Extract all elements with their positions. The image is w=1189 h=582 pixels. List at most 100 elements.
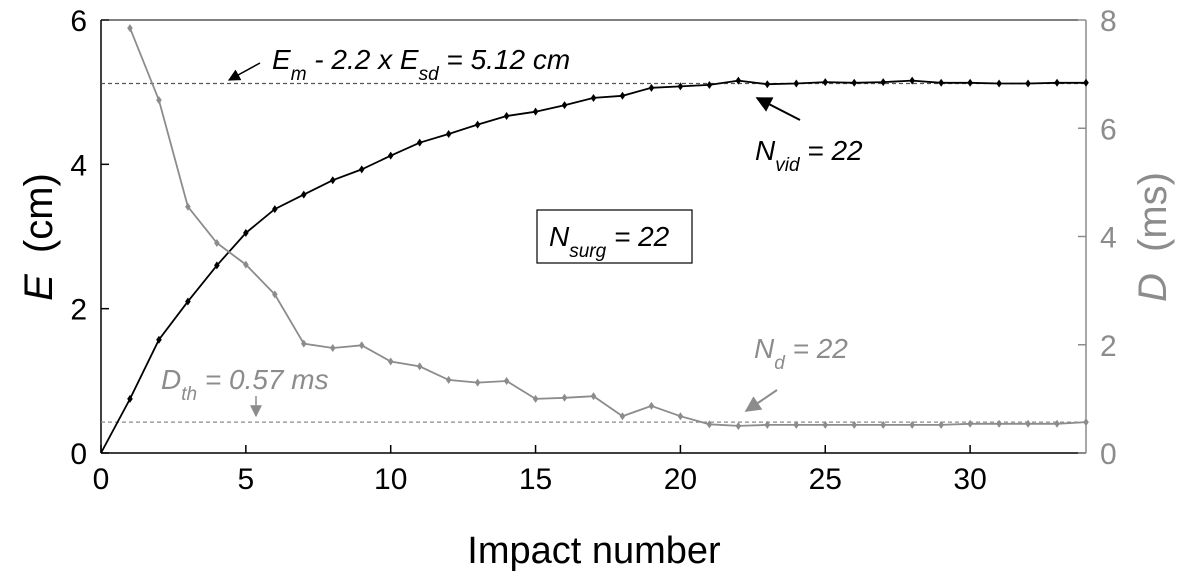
n-d-annotation: Nd = 22 xyxy=(744,333,848,412)
e-series-point xyxy=(880,78,887,87)
y-left-tick-label: 0 xyxy=(70,438,87,471)
n-d-arrow xyxy=(744,389,778,412)
e-series-point xyxy=(1025,79,1031,88)
e-series-point xyxy=(503,111,510,120)
d-series-point xyxy=(532,394,539,403)
x-tick-label: 20 xyxy=(664,463,697,496)
e-series-point xyxy=(532,107,539,116)
e-series-point xyxy=(387,151,394,160)
d-series-point xyxy=(156,96,162,105)
x-tick-label: 30 xyxy=(953,463,986,496)
d-series-point xyxy=(1025,419,1031,428)
d-series-point xyxy=(503,377,510,386)
d-series-point xyxy=(185,202,191,211)
n-vid-arrow xyxy=(755,97,801,121)
d-series-point xyxy=(416,362,423,371)
d-series-point xyxy=(619,412,626,421)
d-series-point xyxy=(474,378,481,387)
e-series-point xyxy=(938,78,944,87)
e-series-point xyxy=(300,190,307,199)
d-series-point xyxy=(996,419,1002,428)
y-left-unit: (cm) xyxy=(17,173,61,253)
d-series-point xyxy=(127,24,133,33)
n-vid-annotation: Nvid = 22 xyxy=(755,97,863,176)
y-left-symbol: E xyxy=(17,273,61,301)
e-series-point xyxy=(127,394,133,403)
d-series-point xyxy=(938,420,944,429)
d-threshold-label: Dth = 0.57 ms xyxy=(161,364,329,405)
x-axis-label: Impact number xyxy=(467,530,721,572)
e-series-point xyxy=(156,335,162,344)
series-layer xyxy=(100,24,1089,454)
d-series-point xyxy=(387,357,394,366)
y-right-symbol: D xyxy=(1131,273,1175,302)
x-tick-label: 25 xyxy=(809,463,842,496)
e-threshold-label: Em - 2.2 x Esd = 5.12 cm xyxy=(272,44,570,85)
e-series-point xyxy=(243,228,249,237)
e-series-point xyxy=(909,76,915,85)
d-series-point xyxy=(329,343,336,352)
n-surg-annotation: Nsurg = 22 xyxy=(536,209,693,264)
e-series-point xyxy=(851,78,858,87)
ticks-layer: 0 5 10 15 20 25 30 0 2 4 6 0 2 4 6 8 xyxy=(70,5,1116,496)
e-series-point xyxy=(1054,78,1060,87)
e-series-point xyxy=(822,78,829,87)
d-series-point xyxy=(909,420,915,429)
y-axis-label-left: E (cm) xyxy=(17,173,61,301)
d-series-point xyxy=(300,339,307,348)
y-right-tick-label: 2 xyxy=(1100,330,1117,363)
d-series-point xyxy=(822,420,829,429)
x-tick-label: 0 xyxy=(93,463,110,496)
d-series-point xyxy=(851,420,858,429)
d-series-point xyxy=(677,412,684,421)
d-series-point xyxy=(967,419,973,428)
n-surg-box xyxy=(536,209,693,264)
e-series-point xyxy=(416,138,423,147)
e-series-point xyxy=(590,93,597,102)
e-series-point xyxy=(358,165,365,174)
n-vid-label: Nvid = 22 xyxy=(755,135,863,176)
n-surg-label: Nsurg = 22 xyxy=(549,221,670,262)
e-threshold-arrow xyxy=(227,62,261,81)
d-series-point xyxy=(1083,418,1089,427)
d-series-point xyxy=(358,341,365,350)
e-series-point xyxy=(619,91,626,100)
e-series-point xyxy=(793,79,800,88)
x-tick-label: 10 xyxy=(374,463,407,496)
e-series-point xyxy=(474,120,481,129)
d-series-line xyxy=(129,27,1087,427)
y-left-tick-label: 6 xyxy=(70,5,87,38)
d-series-point xyxy=(561,393,568,402)
d-series-point xyxy=(590,392,597,401)
e-series-point xyxy=(214,261,220,270)
plot-frame xyxy=(100,19,1087,454)
y-axis-label-right: D (ms) xyxy=(1131,172,1175,302)
d-series-point xyxy=(764,420,771,429)
d-series-point xyxy=(1054,419,1060,428)
d-series-point xyxy=(735,421,742,430)
d-series-point xyxy=(880,420,887,429)
e-series-point xyxy=(648,83,655,92)
e-series-point xyxy=(967,78,973,87)
n-d-label: Nd = 22 xyxy=(754,333,848,374)
y-right-unit: (ms) xyxy=(1131,172,1175,252)
e-series-point xyxy=(1083,78,1089,87)
e-threshold-annotation: Em - 2.2 x Esd = 5.12 cm xyxy=(227,44,570,85)
e-series-point xyxy=(677,82,684,91)
d-series-point xyxy=(243,260,249,269)
d-series-point xyxy=(214,238,220,247)
x-tick-label: 5 xyxy=(238,463,255,496)
e-series-point xyxy=(764,80,771,89)
threshold-layer xyxy=(101,82,1086,423)
d-series-point xyxy=(793,420,800,429)
d-series-point xyxy=(706,420,713,429)
e-series-point xyxy=(735,76,742,85)
d-series-point xyxy=(272,290,278,299)
d-series-point xyxy=(648,401,655,410)
y-right-tick-label: 4 xyxy=(1100,222,1117,255)
y-right-tick-label: 0 xyxy=(1100,438,1117,471)
e-series-point xyxy=(185,297,191,306)
e-series-point xyxy=(445,130,452,139)
x-tick-label: 15 xyxy=(519,463,552,496)
